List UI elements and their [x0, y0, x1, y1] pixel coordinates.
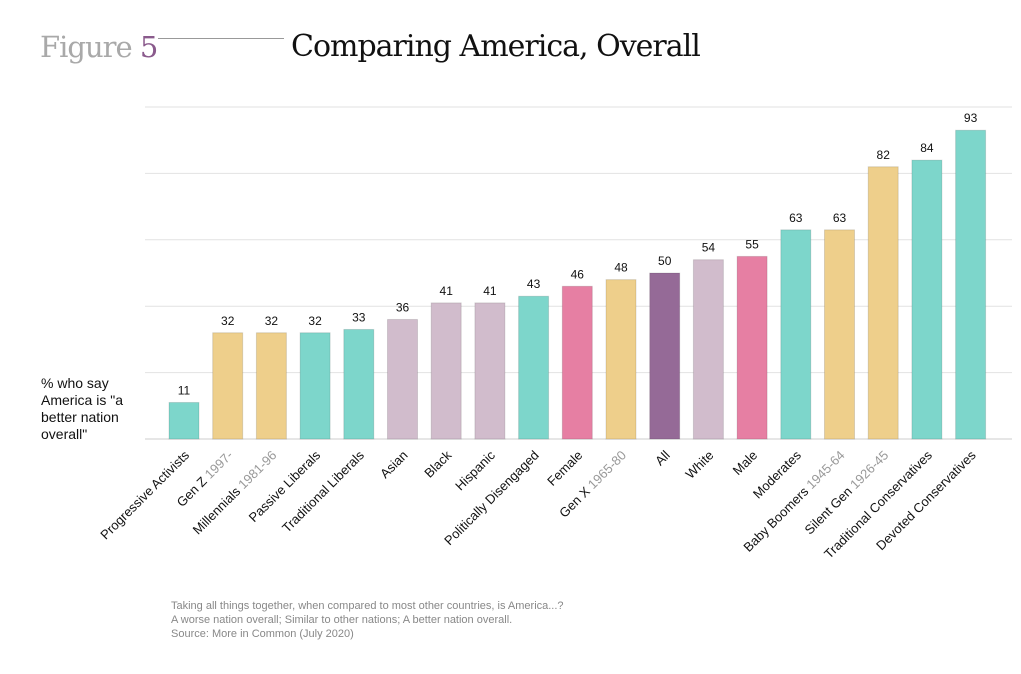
data-label: 43: [527, 277, 541, 291]
bar: [955, 129, 987, 440]
bar: [299, 332, 331, 440]
data-label: 55: [745, 237, 759, 251]
data-label: 41: [440, 284, 454, 298]
data-label: 41: [483, 284, 497, 298]
category-name: Black: [421, 447, 454, 480]
bar: [343, 328, 375, 440]
bar: [168, 401, 200, 440]
data-label: 11: [178, 383, 191, 397]
bar: [255, 332, 287, 440]
chart-footnote: Taking all things together, when compare…: [171, 599, 564, 641]
bar: [605, 279, 637, 440]
bar: [212, 332, 244, 440]
category-label: Black: [421, 447, 454, 480]
bar: [387, 318, 418, 440]
category-years: 1965-80: [582, 448, 629, 495]
category-label: All: [652, 447, 673, 468]
bar: [692, 259, 724, 440]
category-name: Asian: [377, 448, 411, 482]
data-label: 63: [789, 211, 803, 225]
data-label: 84: [920, 141, 934, 155]
footnote-options: A worse nation overall; Similar to other…: [171, 614, 513, 626]
category-label: Silent Gen 1926-45: [801, 448, 891, 538]
figure-label: Figure 5: [40, 30, 158, 64]
category-label: Millennials 1981-96: [190, 448, 280, 538]
data-label: 36: [396, 300, 410, 314]
category-name: Baby Boomers: [740, 483, 811, 554]
data-label: 46: [571, 267, 585, 281]
bar: [561, 285, 593, 440]
y-axis-label: % who say America is "a better nation ov…: [41, 375, 123, 442]
category-label: Female: [544, 448, 585, 489]
category-name: All: [652, 447, 673, 468]
category-label: Male: [730, 448, 761, 479]
data-label: 32: [265, 314, 279, 328]
footnote-source: Source: More in Common (July 2020): [171, 628, 354, 640]
category-label: Asian: [377, 448, 411, 482]
bar: [867, 166, 899, 440]
data-label: 48: [614, 261, 628, 275]
category-name: Male: [730, 448, 761, 479]
bar: [780, 229, 812, 440]
data-label: 33: [352, 310, 366, 324]
footnote-question: Taking all things together, when compare…: [171, 600, 564, 612]
category-name: Traditional Liberals: [279, 447, 367, 535]
bar: [430, 302, 462, 440]
category-label: Traditional Liberals: [279, 447, 367, 535]
category-years: 1997-: [199, 448, 236, 485]
data-label: 63: [833, 211, 847, 225]
data-label: 50: [658, 254, 672, 268]
figure-number: 5: [139, 30, 158, 64]
title-rule: [158, 38, 284, 39]
bar: [736, 255, 768, 440]
data-label: 32: [221, 314, 235, 328]
data-label: 82: [877, 148, 891, 162]
data-label: 93: [964, 111, 978, 125]
bar: [911, 159, 943, 440]
chart-title: Comparing America, Overall: [291, 29, 701, 64]
bar: [474, 302, 506, 440]
bar: [649, 272, 681, 440]
data-label: 32: [308, 314, 322, 328]
bar: [518, 295, 550, 440]
category-name: White: [682, 448, 716, 482]
category-label: White: [682, 448, 716, 482]
figure-word: Figure: [40, 30, 133, 64]
bar: [824, 229, 855, 440]
data-label: 54: [702, 241, 716, 255]
category-name: Female: [544, 448, 585, 489]
